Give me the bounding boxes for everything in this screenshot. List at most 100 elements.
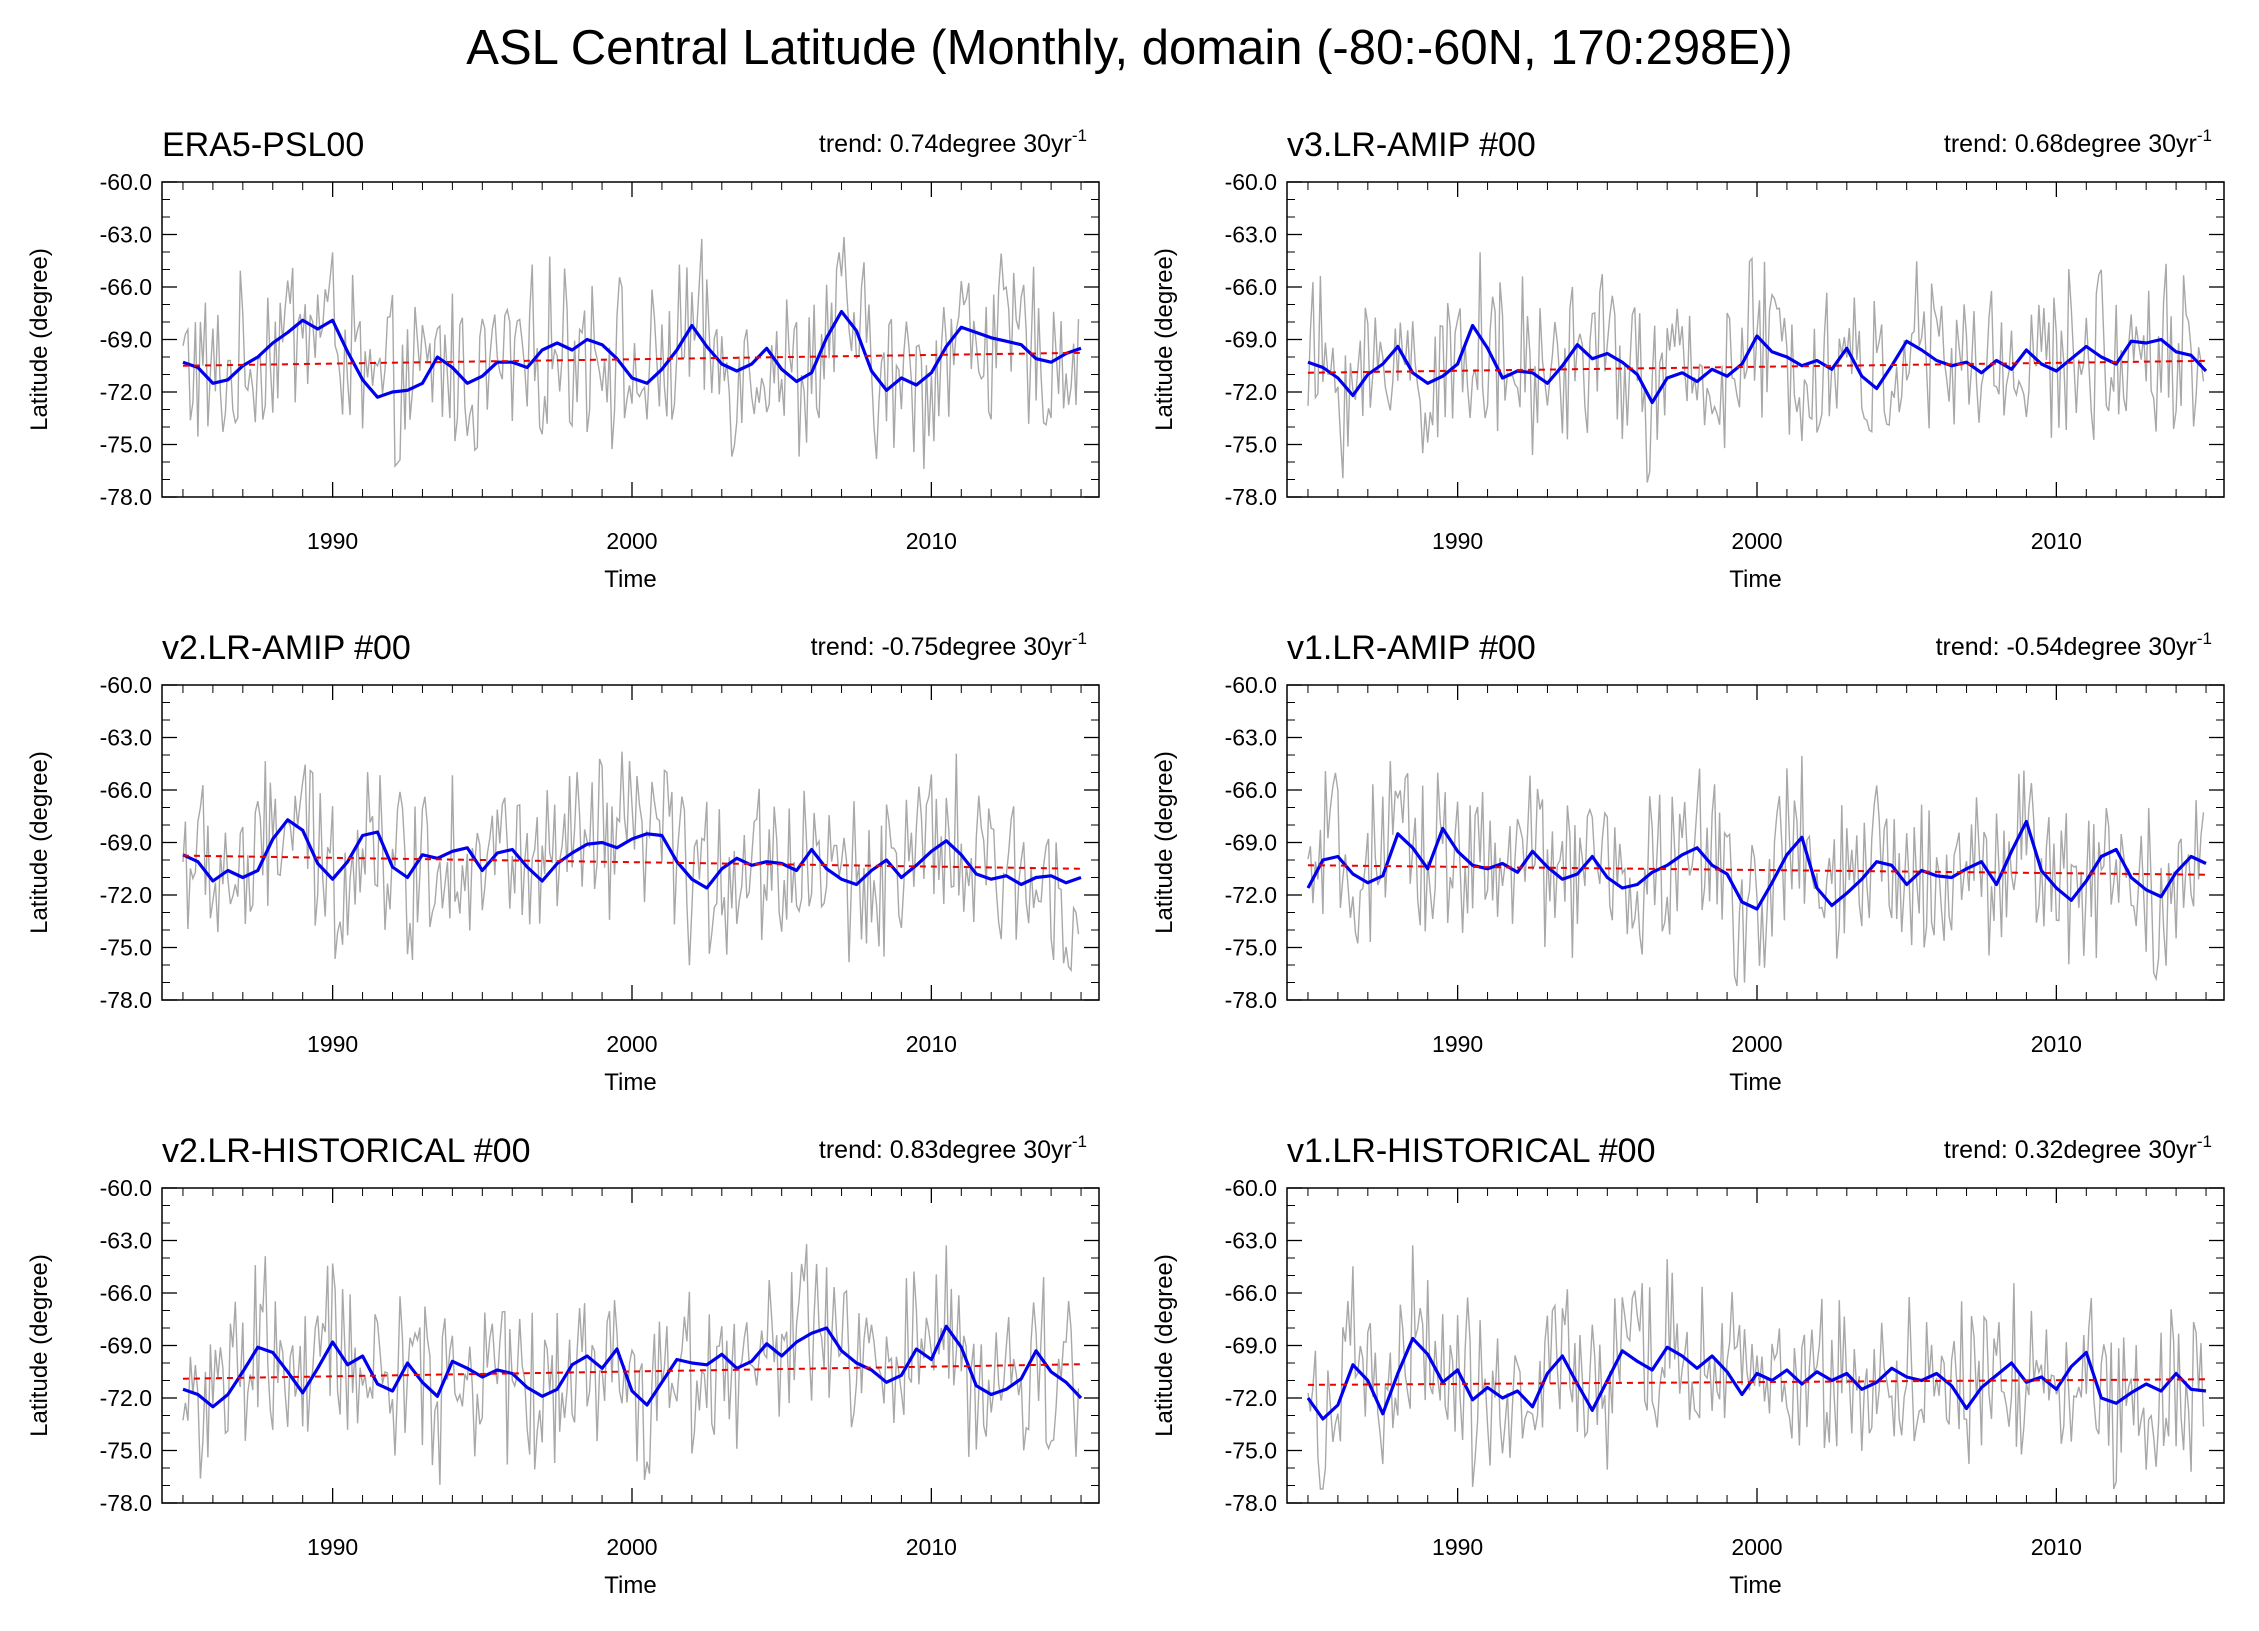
y-axis-label: Latitude (degree) xyxy=(1151,751,1178,934)
y-tick-label: -75.0 xyxy=(100,432,152,458)
y-tick-label: -66.0 xyxy=(1225,274,1277,300)
x-axis-label: Time xyxy=(1729,1572,1781,1599)
chart-panel-5: v2.LR-HISTORICAL #00 trend: 0.83degree 30… xyxy=(26,1132,1100,1599)
y-tick-label: -78.0 xyxy=(100,1490,152,1516)
x-axis-label: Time xyxy=(1729,566,1781,593)
y-tick-label: -78.0 xyxy=(1225,987,1277,1013)
plot-frame xyxy=(161,181,1100,498)
x-tick-label: 2000 xyxy=(1731,528,1782,554)
trend-line xyxy=(182,351,1082,367)
panel-title: v1.LR-AMIP #00 xyxy=(1287,629,1536,667)
x-tick-label: 2010 xyxy=(2031,1534,2082,1560)
smoothed-line xyxy=(182,309,1082,399)
x-tick-label: 2000 xyxy=(606,1031,657,1057)
trend-label: trend: 0.74degree 30yr-1 xyxy=(819,126,1087,158)
y-tick-label: -63.0 xyxy=(1225,222,1277,248)
raw-monthly-line xyxy=(182,236,1080,470)
y-tick-label: -78.0 xyxy=(100,484,152,510)
y-tick-label: -66.0 xyxy=(1225,1280,1277,1306)
y-tick-label: -78.0 xyxy=(1225,1490,1277,1516)
y-tick-label: -63.0 xyxy=(100,222,152,248)
y-tick-label: -66.0 xyxy=(1225,777,1277,803)
y-tick-label: -72.0 xyxy=(1225,1385,1277,1411)
y-tick-label: -66.0 xyxy=(100,1280,152,1306)
panel-title: v3.LR-AMIP #00 xyxy=(1287,126,1536,164)
x-tick-label: 2010 xyxy=(2031,1031,2082,1057)
y-tick-label: -66.0 xyxy=(100,274,152,300)
trend-line xyxy=(182,854,1082,870)
y-axis-label: Latitude (degree) xyxy=(26,1254,53,1437)
chart-panel-2: v3.LR-AMIP #00 trend: 0.68degree 30yr-1 -6… xyxy=(1151,126,2225,593)
y-tick-label: -63.0 xyxy=(1225,1228,1277,1254)
panel-title: v2.LR-AMIP #00 xyxy=(162,629,411,667)
smoothed-line xyxy=(182,1324,1083,1409)
smoothed-line xyxy=(182,818,1082,890)
y-axis-label: Latitude (degree) xyxy=(1151,248,1178,431)
y-tick-label: -72.0 xyxy=(1225,882,1277,908)
x-tick-label: 2000 xyxy=(1731,1031,1782,1057)
trend-line xyxy=(1307,359,2207,374)
x-axis-label: Time xyxy=(604,1572,656,1599)
y-tick-label: -75.0 xyxy=(1225,935,1277,961)
y-tick-label: -72.0 xyxy=(1225,379,1277,405)
y-tick-label: -60.0 xyxy=(100,169,152,195)
x-tick-label: 2010 xyxy=(2031,528,2082,554)
y-tick-label: -60.0 xyxy=(1225,169,1277,195)
trend-label: trend: -0.75degree 30yr-1 xyxy=(811,629,1087,661)
x-tick-label: 2010 xyxy=(906,528,957,554)
y-tick-label: -69.0 xyxy=(1225,1333,1277,1359)
figure-title: ASL Central Latitude (Monthly, domain (-… xyxy=(466,21,1793,75)
panel-title: v2.LR-HISTORICAL #00 xyxy=(162,1132,530,1170)
y-tick-label: -75.0 xyxy=(100,935,152,961)
chart-panel-6: v1.LR-HISTORICAL #00 trend: 0.32degree 30… xyxy=(1151,1132,2225,1599)
y-tick-label: -60.0 xyxy=(1225,1175,1277,1201)
trend-label: trend: 0.68degree 30yr-1 xyxy=(1944,126,2212,158)
raw-monthly-line xyxy=(1307,1245,2205,1490)
trend-line xyxy=(1307,1378,2207,1386)
y-tick-label: -75.0 xyxy=(1225,1438,1277,1464)
y-tick-label: -69.0 xyxy=(100,1333,152,1359)
y-axis-label: Latitude (degree) xyxy=(26,248,53,431)
y-tick-label: -63.0 xyxy=(1225,725,1277,751)
chart-panel-3: v2.LR-AMIP #00 trend: -0.75degree 30yr-1 -… xyxy=(26,629,1100,1096)
chart-panel-4: v1.LR-AMIP #00 trend: -0.54degree 30yr-1 -… xyxy=(1151,629,2225,1096)
x-tick-label: 2010 xyxy=(906,1031,957,1057)
y-tick-label: -60.0 xyxy=(100,672,152,698)
y-tick-label: -69.0 xyxy=(1225,327,1277,353)
x-tick-label: 2000 xyxy=(606,528,657,554)
y-tick-label: -78.0 xyxy=(100,987,152,1013)
panel-title: v1.LR-HISTORICAL #00 xyxy=(1287,1132,1655,1170)
smoothed-line xyxy=(1307,323,2208,405)
trend-label: trend: 0.83degree 30yr-1 xyxy=(819,1132,1087,1164)
y-axis-label: Latitude (degree) xyxy=(26,751,53,934)
x-tick-label: 2010 xyxy=(906,1534,957,1560)
x-tick-label: 1990 xyxy=(307,528,358,554)
trend-line xyxy=(182,1363,1082,1380)
trend-line xyxy=(1307,864,2207,876)
trend-label: trend: 0.32degree 30yr-1 xyxy=(1944,1132,2212,1164)
raw-monthly-line xyxy=(1307,252,2205,483)
raw-monthly-line xyxy=(1307,755,2205,987)
x-axis-label: Time xyxy=(604,1069,656,1096)
x-tick-label: 1990 xyxy=(307,1534,358,1560)
chart-panel-1: ERA5-PSL00 trend: 0.74degree 30yr-1 -60.0 -… xyxy=(26,126,1100,593)
smoothed-line xyxy=(1306,819,2207,911)
y-tick-label: -66.0 xyxy=(100,777,152,803)
y-axis-label: Latitude (degree) xyxy=(1151,1254,1178,1437)
x-axis-label: Time xyxy=(604,566,656,593)
y-tick-label: -60.0 xyxy=(1225,672,1277,698)
y-tick-label: -69.0 xyxy=(100,830,152,856)
x-tick-label: 2000 xyxy=(1731,1534,1782,1560)
x-tick-label: 2000 xyxy=(606,1534,657,1560)
y-tick-label: -75.0 xyxy=(100,1438,152,1464)
y-tick-label: -63.0 xyxy=(100,725,152,751)
y-tick-label: -60.0 xyxy=(100,1175,152,1201)
y-tick-label: -69.0 xyxy=(1225,830,1277,856)
trend-label: trend: -0.54degree 30yr-1 xyxy=(1936,629,2212,661)
y-tick-label: -72.0 xyxy=(100,379,152,405)
raw-monthly-line xyxy=(182,751,1080,973)
panel-title: ERA5-PSL00 xyxy=(162,126,364,164)
y-tick-label: -63.0 xyxy=(100,1228,152,1254)
y-tick-label: -78.0 xyxy=(1225,484,1277,510)
